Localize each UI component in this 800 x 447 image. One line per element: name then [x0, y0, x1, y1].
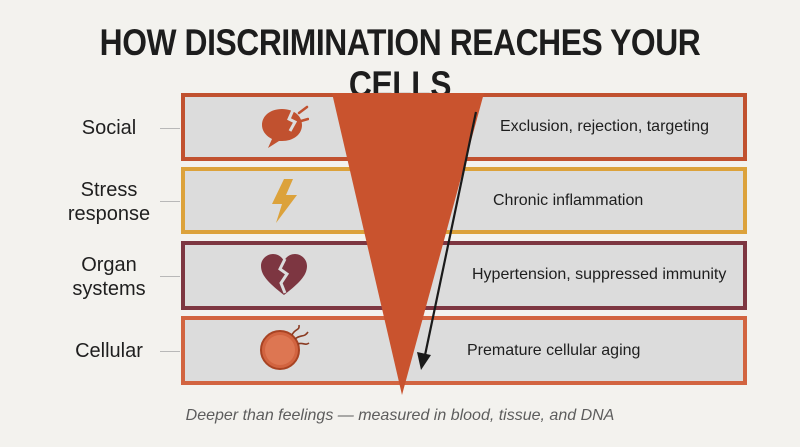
wedge-shape — [332, 93, 484, 395]
broken-heart-icon — [261, 254, 307, 295]
speech-bubble-icon — [262, 105, 309, 148]
footer-caption: Deeper than feelings — measured in blood… — [185, 407, 615, 424]
connector-line — [160, 201, 180, 202]
lightning-bolt-icon — [272, 179, 297, 223]
connector-line — [160, 276, 180, 277]
level-description-organ-systems: Hypertension, suppressed immunity — [472, 266, 727, 283]
connector-line — [160, 128, 180, 129]
level-label-organ-systems: Organ systems — [72, 254, 146, 300]
level-label-social: Social — [81, 117, 137, 139]
level-label-cellular: Cellular — [75, 340, 143, 362]
level-description-stress-response: Chronic inflammation — [493, 192, 644, 209]
level-label-stress-response: Stress response — [67, 179, 151, 225]
connector-line — [160, 351, 180, 352]
level-description-social: Exclusion, rejection, targeting — [500, 118, 709, 135]
depth-arrow-head — [417, 352, 431, 370]
page-title: HOW DISCRIMINATION REACHES YOUR CELLS — [99, 22, 701, 105]
depth-arrow — [422, 111, 478, 361]
cell-icon — [260, 324, 310, 370]
level-description-cellular: Premature cellular aging — [467, 342, 641, 359]
